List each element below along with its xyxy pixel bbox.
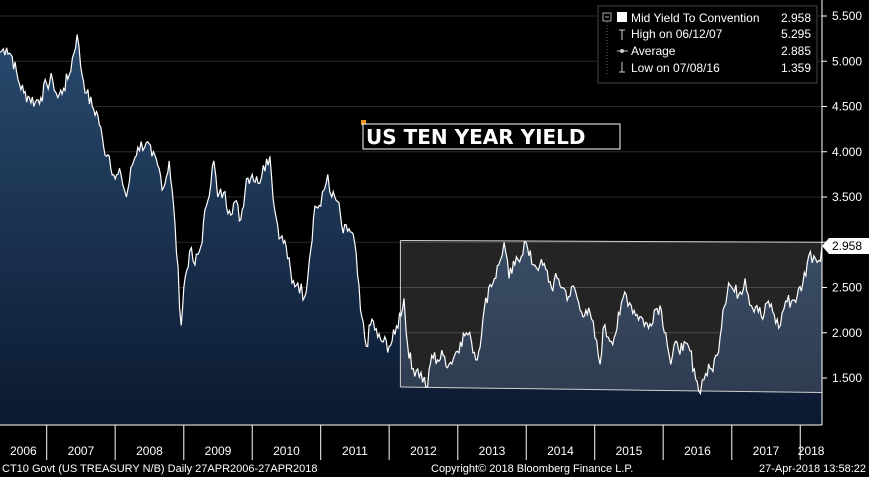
y-tick-label: 3.500	[832, 190, 862, 204]
high-marker-icon	[619, 29, 625, 40]
low-marker-icon	[619, 62, 625, 73]
title-box	[362, 123, 621, 150]
channel-upper-line	[400, 239, 823, 243]
y-tick-label: 5.000	[832, 54, 862, 68]
x-tick-label: 2007	[68, 444, 95, 458]
legend-collapse-icon[interactable]	[602, 12, 612, 22]
x-tick-label: 2010	[273, 444, 300, 458]
legend-low-value: 1.359	[781, 61, 811, 75]
y-tick-label: 1.500	[832, 371, 862, 385]
yield-area	[0, 34, 822, 425]
x-tick-label: 2014	[547, 444, 574, 458]
legend-low-label: Low on 07/08/16	[631, 61, 720, 75]
last-value-marker: 2.958	[822, 238, 869, 255]
chart-title: US TEN YEAR YIELD	[366, 125, 586, 149]
x-tick-label: 2015	[616, 444, 643, 458]
x-tick-label: 2012	[410, 444, 437, 458]
x-tick-label: 2013	[479, 444, 506, 458]
legend-box	[597, 5, 818, 84]
footer-copyright: Copyright© 2018 Bloomberg Finance L.P.	[431, 463, 633, 475]
y-tick-label: 4.500	[832, 100, 862, 114]
footer-security: CT10 Govt (US TREASURY N/B) Daily 27APR2…	[2, 463, 317, 475]
legend-average-label: Average	[631, 44, 676, 58]
x-axis: 2006 2007 2008 2009 2010 2011 2012 2013 2014 2015…	[10, 425, 825, 460]
yield-line	[0, 34, 823, 396]
x-tick-label: 2008	[136, 444, 163, 458]
y-axis: 5.5005.0004.5004.0003.5003.0002.5002.000…	[822, 9, 862, 385]
y-tick-label: 5.500	[832, 9, 862, 23]
channel-fill	[400, 240, 822, 393]
legend: Mid Yield To Convention 2.958 High on 06…	[597, 5, 818, 84]
x-tick-label: 2017	[753, 444, 780, 458]
y-tick-label: 2.000	[832, 326, 862, 340]
y-tick-label: 2.500	[832, 281, 862, 295]
legend-series-value: 2.958	[781, 11, 811, 25]
y-tick-label: 4.000	[832, 145, 862, 159]
legend-average-value: 2.885	[781, 44, 811, 58]
x-tick-label: 2011	[342, 444, 368, 458]
average-marker-icon	[617, 49, 628, 53]
x-tick-label: 2009	[205, 444, 232, 458]
channel-lower-line	[400, 386, 823, 393]
legend-series-label: Mid Yield To Convention	[631, 11, 760, 25]
legend-high-value: 5.295	[781, 27, 811, 41]
x-tick-label: 2016	[684, 444, 711, 458]
x-tick-label: 2018	[798, 444, 825, 458]
legend-high-label: High on 06/12/07	[631, 27, 723, 41]
series-swatch-icon	[617, 12, 627, 22]
x-tick-label: 2006	[10, 444, 37, 458]
footer-timestamp: 27-Apr-2018 13:58:22	[759, 463, 866, 475]
last-value-label: 2.958	[832, 239, 862, 253]
x-axis-band	[0, 425, 822, 460]
title-marker	[361, 120, 366, 125]
